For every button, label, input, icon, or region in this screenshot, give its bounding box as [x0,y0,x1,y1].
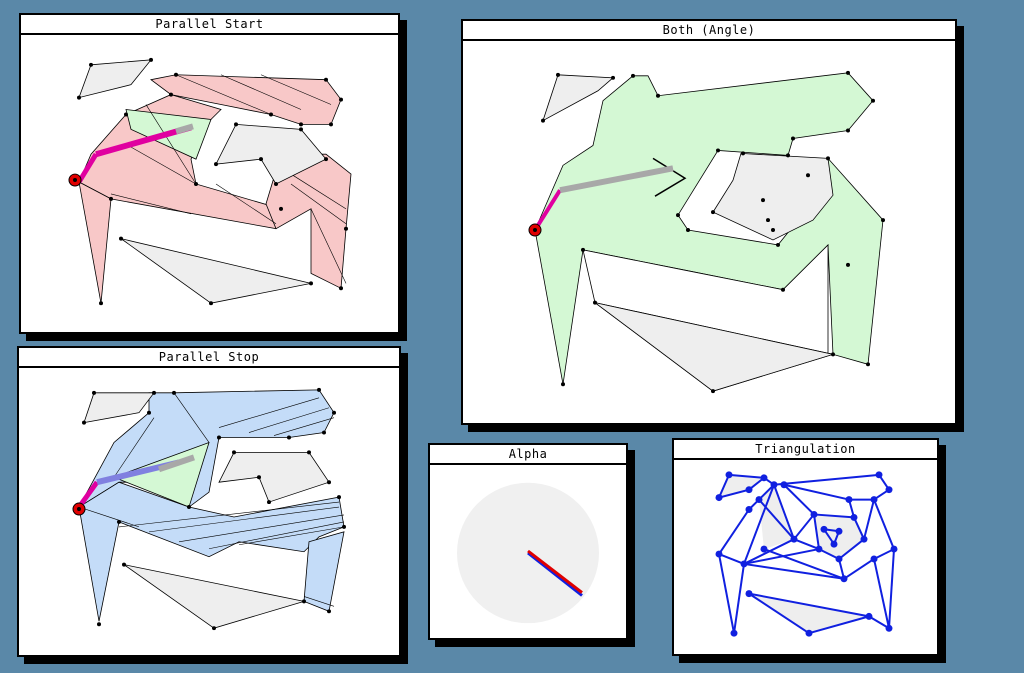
alpha-red-hand [527,549,583,594]
alpha-blue-hand [527,551,583,597]
both-angle-canvas[interactable] [463,41,955,423]
both-angle-window[interactable]: Both (Angle) [461,19,957,425]
parallel-start-window[interactable]: Parallel Start [19,13,400,334]
parallel-start-drawing [68,57,352,306]
triangulation-title: Triangulation [674,440,937,460]
parallel-start-title: Parallel Start [21,15,398,35]
alpha-title: Alpha [430,445,626,465]
alpha-window[interactable]: Alpha [428,443,628,640]
parallel-start-canvas[interactable] [21,35,398,332]
both-angle-drawing [528,70,885,394]
alpha-drawing [457,482,599,624]
alpha-dial [457,482,599,624]
both-angle-title: Both (Angle) [463,21,955,41]
parallel-stop-drawing [72,387,346,631]
alpha-canvas[interactable] [430,465,626,638]
parallel-stop-window[interactable]: Parallel Stop [17,346,401,657]
triangulation-canvas[interactable] [674,460,937,654]
triangulation-drawing [715,471,898,637]
parallel-stop-canvas[interactable] [19,368,399,655]
triangulation-window[interactable]: Triangulation [672,438,939,656]
parallel-stop-title: Parallel Stop [19,348,399,368]
